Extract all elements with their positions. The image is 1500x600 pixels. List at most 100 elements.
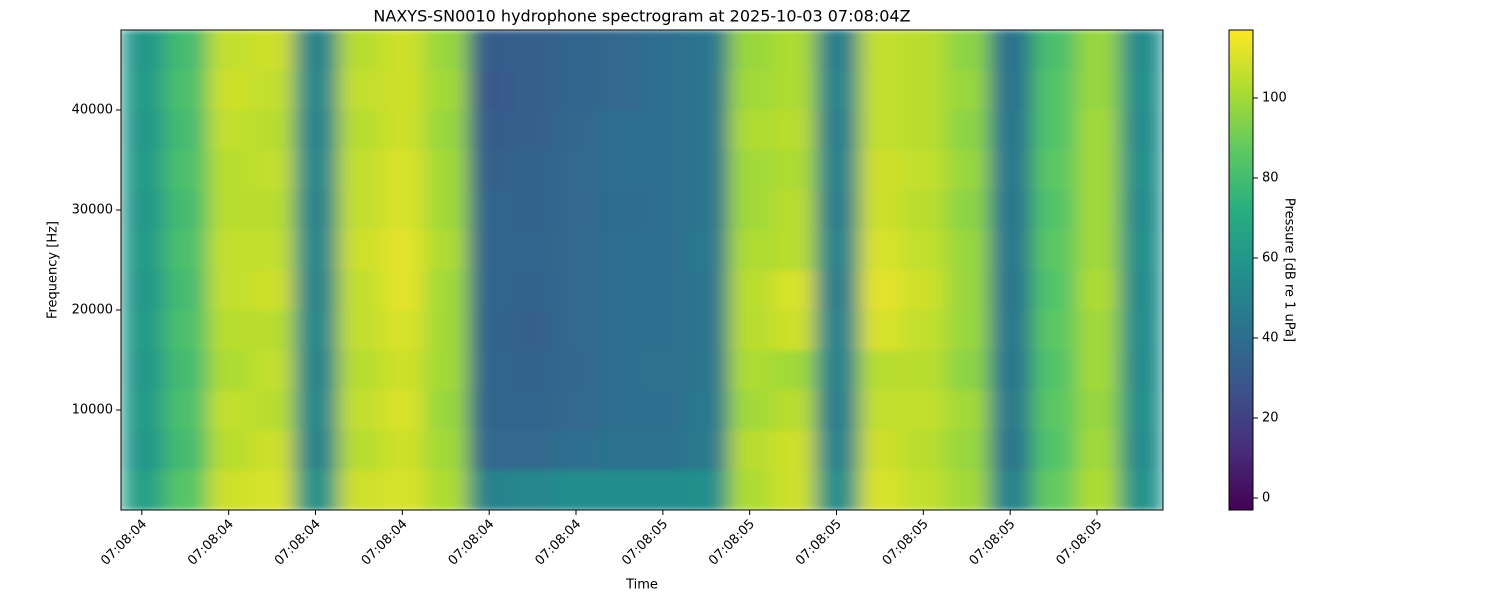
cell xyxy=(902,110,947,151)
cell xyxy=(598,270,643,311)
cell xyxy=(468,390,513,431)
cell xyxy=(207,30,252,71)
cell xyxy=(945,30,990,71)
cell xyxy=(902,150,947,191)
x-tick-label: 07:08:04 xyxy=(532,517,584,569)
cell xyxy=(815,390,860,431)
cell xyxy=(207,70,252,111)
cell xyxy=(164,70,209,111)
plot-frame xyxy=(120,29,1164,511)
cell xyxy=(338,270,382,311)
cell xyxy=(1032,190,1077,231)
cell xyxy=(251,350,296,391)
y-tick-label: 40000 xyxy=(72,103,113,118)
cell xyxy=(555,270,600,311)
cell xyxy=(164,270,209,311)
cell xyxy=(598,110,643,151)
cell xyxy=(685,310,730,351)
cell xyxy=(294,350,339,391)
cell xyxy=(121,430,165,471)
cell xyxy=(338,470,382,510)
cell xyxy=(468,150,513,191)
cell xyxy=(728,110,773,151)
cell xyxy=(1119,230,1163,271)
colorbar-tick-label: 60 xyxy=(1262,251,1279,266)
cell xyxy=(772,110,817,151)
cell xyxy=(642,70,686,111)
cell xyxy=(1032,150,1077,191)
cell xyxy=(121,270,165,311)
cell xyxy=(945,230,990,271)
cell xyxy=(1076,30,1121,71)
cell xyxy=(338,430,382,471)
cell xyxy=(121,150,165,191)
cell xyxy=(164,150,209,191)
cell xyxy=(424,310,469,351)
cell xyxy=(468,430,513,471)
cell xyxy=(1119,70,1163,111)
cell xyxy=(772,190,817,231)
cell xyxy=(511,350,556,391)
cell xyxy=(468,70,513,111)
cell xyxy=(1032,310,1077,351)
cell xyxy=(772,230,817,271)
cell xyxy=(207,310,252,351)
cell xyxy=(1119,430,1163,471)
cell xyxy=(642,310,686,351)
cell xyxy=(381,230,426,271)
cell xyxy=(1119,390,1163,431)
cell xyxy=(815,310,860,351)
cell xyxy=(555,430,600,471)
cell xyxy=(945,430,990,471)
cell xyxy=(1119,110,1163,151)
cell xyxy=(381,150,426,191)
cell xyxy=(859,390,903,431)
cell xyxy=(1076,310,1121,351)
cell xyxy=(511,270,556,311)
cell xyxy=(642,390,686,431)
cell xyxy=(1076,190,1121,231)
cell xyxy=(424,190,469,231)
cell xyxy=(468,30,513,71)
x-tick-label: 07:08:04 xyxy=(98,517,150,569)
cell xyxy=(642,350,686,391)
cell xyxy=(1032,110,1077,151)
cell xyxy=(338,190,382,231)
cell xyxy=(381,190,426,231)
cell xyxy=(902,390,947,431)
cell xyxy=(294,70,339,111)
cell xyxy=(859,150,903,191)
cell xyxy=(728,350,773,391)
cell xyxy=(251,390,296,431)
cell xyxy=(815,350,860,391)
chart-title: NAXYS-SN0010 hydrophone spectrogram at 2… xyxy=(373,7,910,26)
cell xyxy=(859,270,903,311)
cell xyxy=(1076,470,1121,510)
y-tick-label: 10000 xyxy=(72,403,113,418)
cell xyxy=(859,430,903,471)
cell xyxy=(424,110,469,151)
cell xyxy=(598,350,643,391)
cell xyxy=(902,470,947,510)
cell xyxy=(945,150,990,191)
colorbar-tick-label: 40 xyxy=(1262,331,1279,346)
cell xyxy=(294,230,339,271)
cell xyxy=(598,430,643,471)
cell xyxy=(338,70,382,111)
cell xyxy=(685,470,730,510)
cell xyxy=(642,30,686,71)
cell xyxy=(945,270,990,311)
cell xyxy=(685,350,730,391)
cell xyxy=(902,190,947,231)
cell xyxy=(555,70,600,111)
x-tick-label: 07:08:05 xyxy=(1053,517,1105,569)
cell xyxy=(207,390,252,431)
cell xyxy=(1119,150,1163,191)
cell xyxy=(555,110,600,151)
cell xyxy=(207,470,252,510)
cell xyxy=(511,310,556,351)
cell xyxy=(555,190,600,231)
x-tick-label: 07:08:04 xyxy=(359,517,411,569)
cell xyxy=(164,470,209,510)
